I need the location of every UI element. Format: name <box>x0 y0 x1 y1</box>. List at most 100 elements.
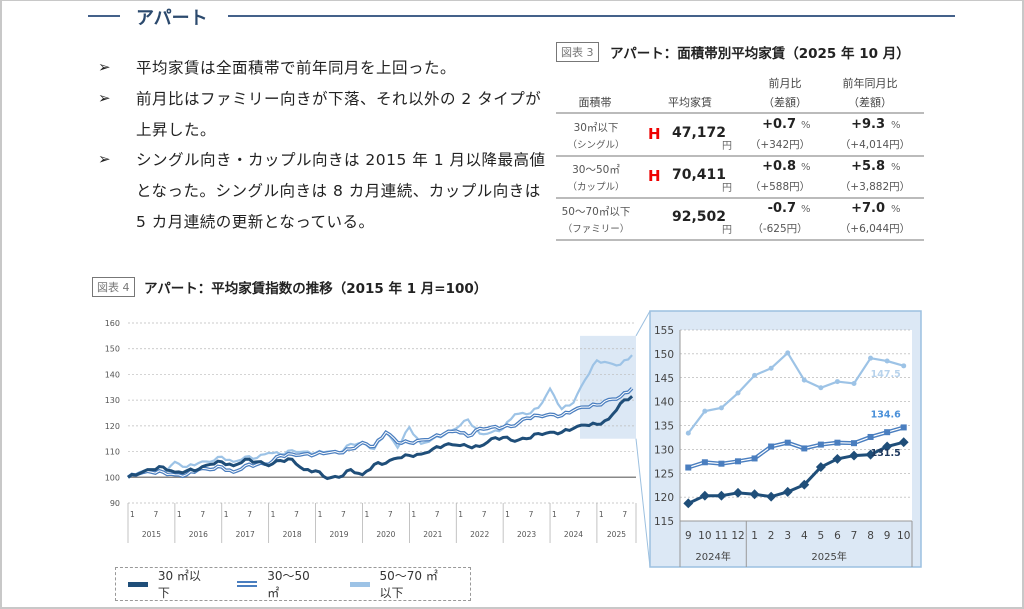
data-point <box>702 408 708 414</box>
data-point <box>735 458 741 465</box>
data-point <box>735 390 741 396</box>
rent-value: 47,172 <box>672 125 727 141</box>
pct-unit: % <box>801 120 811 131</box>
x-tick-label: 1 <box>751 530 758 542</box>
pct-unit: % <box>801 204 811 215</box>
y-tick-label: 140 <box>105 370 120 379</box>
data-point <box>818 385 824 391</box>
area-type: （ファミリー） <box>562 224 630 235</box>
x-tick-label: 7 <box>482 510 487 519</box>
header-mom-sub: （差額） <box>763 96 807 109</box>
data-point <box>785 350 791 356</box>
header-yoy: 前年同月比 <box>842 77 898 90</box>
x-tick-label: 1 <box>318 510 323 519</box>
data-point <box>834 379 840 385</box>
x-tick-label: 7 <box>247 510 252 519</box>
year-label: 2015 <box>142 530 161 539</box>
rent-value: 92,502 <box>672 209 727 225</box>
divider <box>88 15 120 17</box>
x-tick-label: 10 <box>897 530 910 542</box>
legend-label: 30〜50 ㎡ <box>267 569 310 600</box>
x-tick-label: 1 <box>458 510 463 519</box>
inset-line-50-70 <box>687 351 905 434</box>
legend-swatch <box>237 581 258 587</box>
x-tick-label: 6 <box>834 530 841 542</box>
y-tick-label: 160 <box>105 319 120 328</box>
yoy-pct: +7.0 <box>851 201 885 216</box>
zoom-highlight <box>580 335 636 439</box>
data-point <box>716 490 727 501</box>
year-label: 2024年 <box>695 550 730 563</box>
data-point <box>782 486 793 497</box>
x-tick-label: 1 <box>177 510 182 519</box>
y-tick-label: 125 <box>654 468 674 480</box>
year-label: 2016 <box>189 530 208 539</box>
legend-item-30: 30 ㎡以下 <box>128 567 203 601</box>
x-tick-label: 1 <box>224 510 229 519</box>
pct-unit: % <box>891 204 901 215</box>
table-rule <box>556 197 924 199</box>
data-point <box>751 455 758 462</box>
area-label: 30〜50㎡ <box>572 164 620 176</box>
data-point <box>884 358 890 364</box>
x-tick-label: 1 <box>552 510 557 519</box>
mom-pct: +0.7 <box>762 117 796 132</box>
end-value-label: 131.5 <box>871 448 901 459</box>
bullet-text: 平均家賃は全面積帯で前年同月を上回った。 <box>136 59 457 77</box>
x-tick-label: 11 <box>715 530 728 542</box>
area-type: （カップル） <box>567 182 625 193</box>
y-tick-label: 120 <box>654 492 674 504</box>
data-point <box>815 462 826 472</box>
series-line-30-50-inner <box>127 387 633 478</box>
x-tick-label: 7 <box>294 510 299 519</box>
mom-diff: （+588円） <box>749 181 811 193</box>
area-type: （シングル） <box>567 140 625 151</box>
mom-pct: +0.8 <box>762 159 796 174</box>
data-point <box>801 377 807 383</box>
x-tick-label: 12 <box>731 530 744 542</box>
bullet-marker: ➢ <box>98 150 111 168</box>
data-point <box>851 380 857 386</box>
x-tick-label: 1 <box>364 510 369 519</box>
area-label: 30㎡以下 <box>573 122 619 134</box>
yoy-diff: （+6,044円） <box>839 223 911 235</box>
table-title: アパート：面積帯別平均家賃（2025 年 10 月） <box>610 46 910 62</box>
data-point <box>752 372 758 378</box>
year-label: 2025 <box>607 530 626 539</box>
year-label: 2023 <box>517 530 536 539</box>
yoy-diff: （+3,882円） <box>839 181 911 193</box>
year-label: 2021 <box>423 530 442 539</box>
data-point <box>718 405 724 411</box>
x-tick-label: 3 <box>784 530 791 542</box>
table-rule <box>556 155 924 157</box>
yen-unit: 円 <box>722 141 732 152</box>
year-label: 2018 <box>283 530 302 539</box>
data-point <box>900 424 907 431</box>
data-point <box>733 487 743 498</box>
data-point <box>865 449 876 460</box>
x-tick-label: 7 <box>341 510 346 519</box>
x-tick-label: 1 <box>271 510 276 519</box>
year-label: 2025年 <box>811 550 846 563</box>
legend: 30 ㎡以下 30〜50 ㎡ 50〜70 ㎡以下 <box>115 567 471 601</box>
y-tick-label: 155 <box>654 325 674 337</box>
mom-diff: （+342円） <box>749 139 811 151</box>
data-point <box>849 450 859 461</box>
year-label: 2022 <box>470 530 489 539</box>
data-point <box>701 459 708 466</box>
legend-label: 30 ㎡以下 <box>157 569 201 600</box>
end-value-label: 134.6 <box>871 409 901 420</box>
data-point <box>766 491 777 502</box>
x-tick-label: 9 <box>884 530 891 542</box>
mom-diff: （-625円） <box>752 223 808 235</box>
pct-unit: % <box>801 162 811 173</box>
year-label: 2024 <box>564 530 583 539</box>
y-tick-label: 150 <box>654 349 674 361</box>
y-tick-label: 135 <box>654 421 674 433</box>
yen-unit: 円 <box>722 225 732 236</box>
data-point <box>718 460 725 467</box>
series-line-30 <box>127 395 634 481</box>
data-point <box>867 433 874 440</box>
x-tick-label: 1 <box>130 510 135 519</box>
